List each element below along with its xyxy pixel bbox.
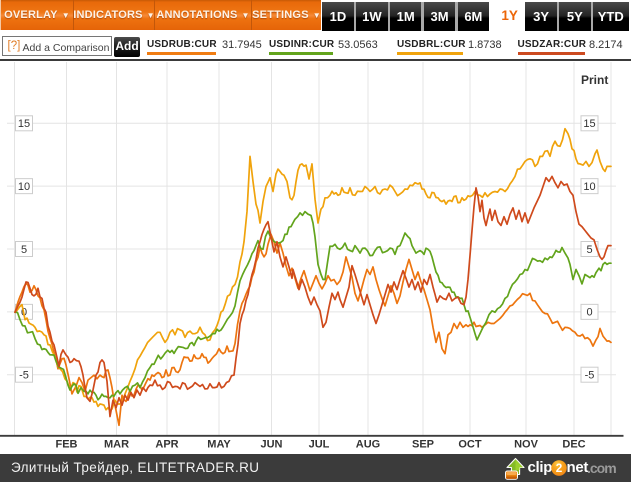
- svg-text:10: 10: [18, 181, 30, 193]
- svg-text:JUN: JUN: [260, 439, 282, 451]
- svg-text:JUL: JUL: [309, 439, 330, 451]
- svg-text:15: 15: [18, 118, 30, 130]
- svg-text:APR: APR: [155, 439, 178, 451]
- svg-text:5: 5: [586, 244, 592, 256]
- svg-text:OCT: OCT: [458, 439, 482, 451]
- svg-text:SEP: SEP: [412, 439, 434, 451]
- svg-text:NOV: NOV: [514, 439, 539, 451]
- svg-text:MAY: MAY: [207, 439, 231, 451]
- svg-text:FEB: FEB: [56, 439, 78, 451]
- svg-text:-5: -5: [19, 370, 29, 382]
- svg-text:10: 10: [583, 181, 595, 193]
- svg-text:MAR: MAR: [104, 439, 129, 451]
- svg-text:0: 0: [586, 307, 592, 319]
- svg-text:15: 15: [583, 118, 595, 130]
- svg-text:2: 2: [556, 462, 563, 475]
- svg-text:5: 5: [21, 244, 27, 256]
- svg-text:DEC: DEC: [562, 439, 585, 451]
- svg-text:AUG: AUG: [356, 439, 380, 451]
- svg-text:-5: -5: [585, 370, 595, 382]
